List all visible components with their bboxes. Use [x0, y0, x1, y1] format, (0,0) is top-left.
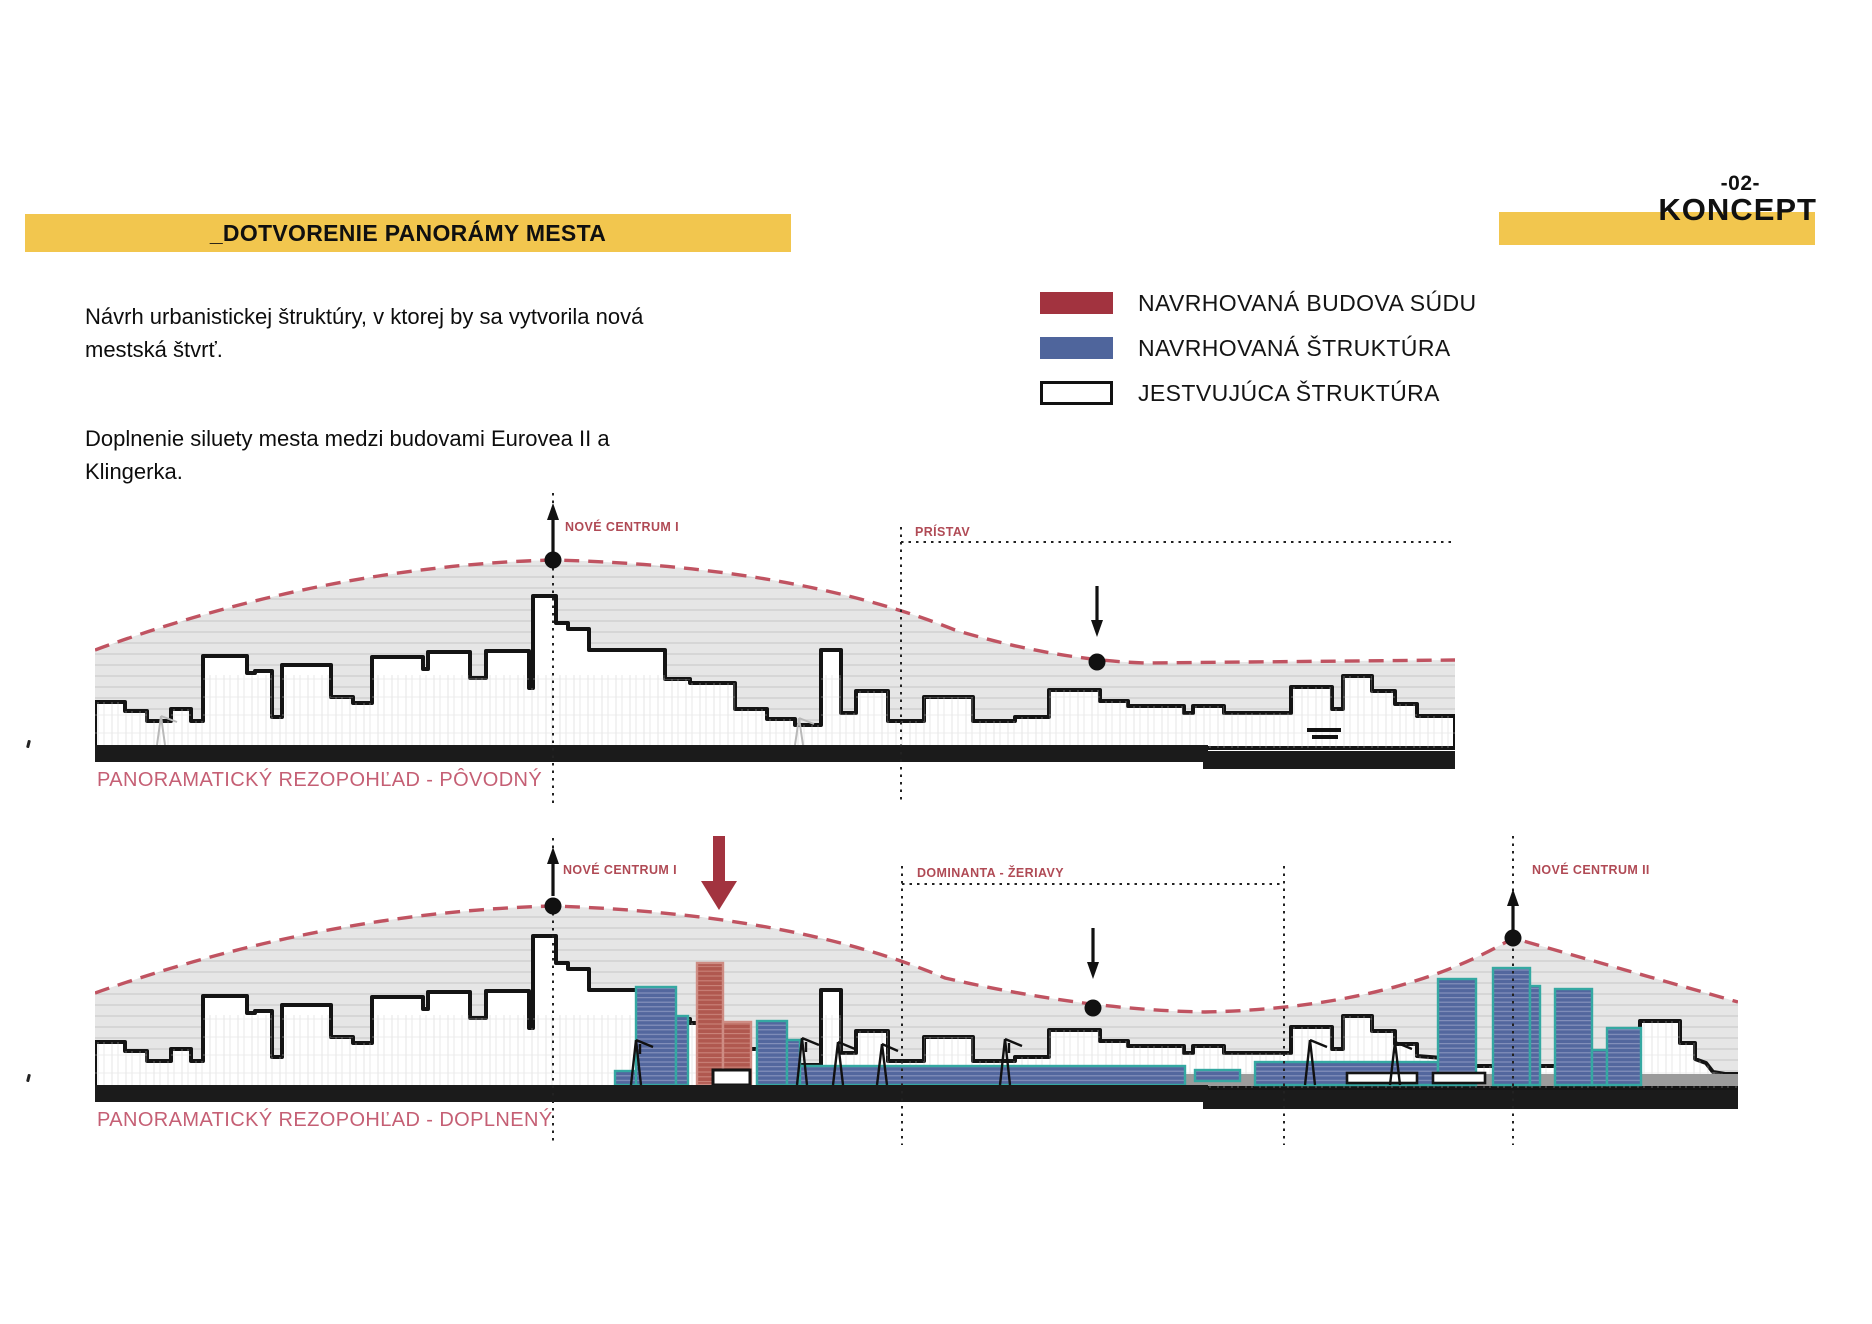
- peak-dot-nove-centrum-2: [1504, 929, 1522, 947]
- legend-row-court: NAVRHOVANÁ BUDOVA SÚDU: [1040, 289, 1560, 316]
- down-arrow-icon: [1087, 928, 1099, 979]
- section-banner: [1499, 212, 1815, 245]
- court-marker-arrow-icon: [701, 836, 737, 910]
- title-banner: _DOTVORENIE PANORÁMY MESTA: [25, 214, 791, 252]
- existing-low-building: [711, 1068, 752, 1087]
- label-nove-centrum-1: NOVÉ CENTRUM I: [565, 519, 679, 534]
- existing-low-buildings: [1345, 1071, 1487, 1085]
- panorama-supplemented-diagram: NOVÉ CENTRUM I DOMINANTA - ŽERIAVY NOVÉ …: [95, 836, 1738, 1145]
- proposed-tower-nc2: [1436, 977, 1478, 1087]
- proposed-tower-nc2: [1491, 966, 1532, 1087]
- legend-label-existing: JESTVUJÚCA ŠTRUKTÚRA: [1138, 379, 1440, 406]
- curve-dot-pristav: [1088, 653, 1106, 671]
- section-title: KONCEPT: [1658, 192, 1817, 227]
- left-tick-mark: [26, 739, 31, 749]
- label-nove-centrum-1: NOVÉ CENTRUM I: [563, 862, 677, 877]
- ground-bar-left: [95, 1085, 1208, 1102]
- proposed-tower-nc2: [1553, 987, 1594, 1087]
- legend: NAVRHOVANÁ BUDOVA SÚDU NAVRHOVANÁ ŠTRUKT…: [1040, 289, 1560, 426]
- proposed-waterfront-strip: [798, 1064, 1187, 1087]
- up-arrow-icon: [1507, 889, 1519, 930]
- down-arrow-icon: [1091, 586, 1103, 637]
- panorama-original-caption: PANORAMATICKÝ REZOPOHĽAD - PÔVODNÝ: [97, 769, 543, 791]
- legend-label-court: NAVRHOVANÁ BUDOVA SÚDU: [1138, 289, 1477, 316]
- peak-dot-nove-centrum-1: [544, 551, 562, 569]
- panorama-supplemented-caption: PANORAMATICKÝ REZOPOHĽAD - DOPLNENÝ: [97, 1109, 553, 1131]
- crane-icon-group: [629, 1036, 1413, 1086]
- peak-dot-nove-centrum-1: [544, 897, 562, 915]
- intro-paragraph-1: Návrh urbanistickej štruktúry, v ktorej …: [85, 304, 644, 362]
- curve-dot-mid: [1084, 999, 1102, 1017]
- proposed-tower-nc2: [1605, 1026, 1643, 1087]
- intro-paragraph-2: Doplnenie siluety mesta medzi budovami E…: [85, 426, 610, 484]
- up-arrow-icon: [547, 503, 559, 552]
- legend-label-structure: NAVRHOVANÁ ŠTRUKTÚRA: [1138, 334, 1451, 361]
- ship-icon: [1307, 728, 1341, 739]
- proposed-tower-step: [674, 1014, 690, 1087]
- proposed-tower: [755, 1019, 789, 1087]
- ground-bar-right: [1203, 751, 1455, 769]
- page-number: -02-: [1720, 172, 1760, 195]
- proposed-tower-nc2-step: [1528, 984, 1542, 1087]
- proposed-structure-block: [1590, 1048, 1609, 1087]
- label-dominanta: DOMINANTA - ŽERIAVY: [917, 865, 1064, 880]
- legend-row-existing: JESTVUJÚCA ŠTRUKTÚRA: [1040, 379, 1560, 406]
- proposed-structure-block: [613, 1069, 639, 1087]
- panorama-original-diagram: NOVÉ CENTRUM I PRÍSTAV: [95, 493, 1455, 805]
- faint-crane-icon: [156, 715, 815, 746]
- existing-swatch: [1040, 381, 1113, 405]
- page-title: _DOTVORENIE PANORÁMY MESTA: [209, 219, 607, 246]
- proposed-tower: [634, 985, 678, 1087]
- court-tower: [695, 961, 725, 1087]
- court-swatch: [1040, 292, 1113, 314]
- structure-swatch: [1040, 337, 1113, 359]
- proposed-structure-block: [1193, 1068, 1242, 1083]
- up-arrow-icon: [547, 847, 559, 896]
- label-pristav: PRÍSTAV: [915, 524, 970, 539]
- ground-bar-left: [95, 745, 1208, 762]
- legend-row-structure: NAVRHOVANÁ ŠTRUKTÚRA: [1040, 334, 1560, 361]
- label-nove-centrum-2: NOVÉ CENTRUM II: [1532, 862, 1650, 877]
- left-tick-mark: [26, 1073, 31, 1083]
- ground-bar-right: [1203, 1090, 1738, 1109]
